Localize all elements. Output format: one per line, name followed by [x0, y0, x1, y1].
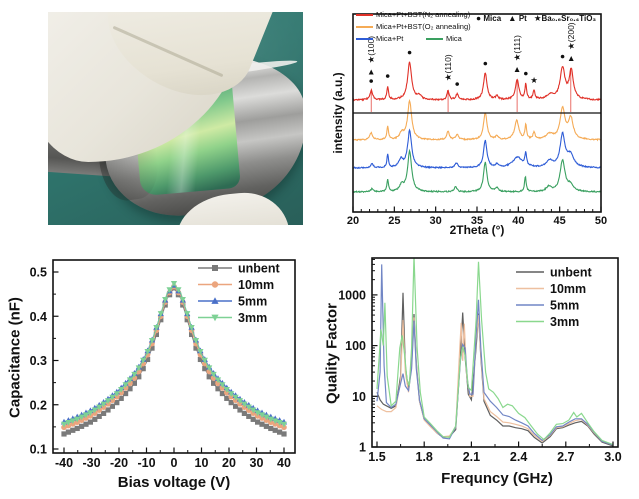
q-series-3mm	[376, 258, 614, 446]
tick-label: 30	[250, 456, 264, 470]
photo-flexible-film	[48, 12, 303, 225]
legend-swatch	[356, 25, 373, 29]
cv-y-axis-label: Capacitance (nF)	[6, 297, 24, 418]
tick-label: ★	[530, 75, 538, 85]
tick-label: 10	[195, 456, 209, 470]
tick-label: 0.2	[30, 398, 47, 412]
tick-label: ●	[523, 68, 528, 78]
cv-plot: -40 -30 -20 -10 0 10 20 30 40 0.1 0.2 0.3 0.4 0.5 unbe…	[30, 259, 296, 470]
symbol-key-item: ★Ba₀.₆Sr₀.₄TiO₃	[533, 13, 597, 23]
xrd-series-Mica+Pt+BST(O2 annealing)	[353, 98, 601, 142]
tick-label: 5mm	[238, 295, 267, 309]
tick-label: ●	[483, 58, 488, 68]
tick-label: 10mm	[550, 282, 586, 296]
tick-label: ★(110)	[443, 54, 453, 81]
tick-label: 3mm	[238, 311, 267, 325]
tick-label: ●	[407, 47, 412, 57]
tick-label: 30	[430, 215, 442, 227]
tick-label: 2.4	[510, 450, 527, 464]
symbol-key-label: Pt	[518, 14, 527, 23]
tick-label: ▲	[567, 53, 575, 63]
tick-label: 25	[388, 215, 400, 227]
tick-label: 0.3	[30, 354, 47, 368]
q-factor-chart: 1.5 1.8 2.1 2.4 2.7 3.0 1 10 100 1000 unbent 10mm 5m…	[320, 250, 639, 499]
xrd-y-axis-label: intensity (a.u.)	[331, 72, 345, 154]
tick-label: ★(111)	[512, 35, 522, 61]
q-x-axis-label: Frequncy (GHz)	[441, 470, 553, 487]
tick-label: 50	[595, 215, 607, 227]
xrd-series-Mica+Pt+BST(N2 annealing)	[353, 61, 601, 102]
tick-label: 2.7	[557, 450, 574, 464]
tick-label: 2.1	[463, 450, 480, 464]
tick-label: 1.8	[416, 450, 433, 464]
legend-label: Mica+Pt	[376, 34, 404, 43]
tick-label: unbent	[550, 266, 592, 280]
tick-label: -40	[55, 456, 73, 470]
xrd-legend-item: Mica+Pt	[356, 35, 403, 43]
tick-label: 1	[359, 441, 366, 455]
tick-label: 3.0	[604, 450, 621, 464]
legend-swatch	[426, 37, 443, 41]
xrd-legend-item: Mica+Pt+BST(O₂ annealing)	[356, 23, 471, 31]
q-y-axis-label: Quality Factor	[323, 303, 341, 404]
tick-label: 20	[347, 215, 359, 227]
tick-label: ▲	[367, 66, 375, 76]
symbol-key-label: Ba₀.₆Sr₀.₄TiO₃	[541, 14, 597, 23]
symbol-key-label: Mica	[483, 14, 502, 23]
xrd-symbol-key: ● Mica ▲ Pt ★Ba₀.₆Sr₀.₄TiO₃	[476, 13, 603, 24]
xrd-x-axis-label: 2Theta (°)	[449, 223, 505, 237]
xrd-legend: Mica+Pt+BST(N₂ annealing) Mica+Pt+BST(O₂ …	[330, 0, 639, 60]
legend-swatch	[356, 37, 373, 41]
legend-label: Mica+Pt+BST(N₂ annealing)	[376, 10, 471, 19]
tick-label: 40	[512, 215, 524, 227]
legend-label: Mica+Pt+BST(O₂ annealing)	[376, 22, 471, 31]
tick-label: 40	[277, 456, 291, 470]
legend-swatch	[356, 13, 373, 17]
tick-label: ★(200)	[566, 22, 576, 50]
tick-label: 1.5	[368, 450, 385, 464]
xrd-plot: 20 25 30 35 40 45 50●▲★(100)●●★(110)●●▲★(111)●…	[347, 13, 607, 227]
tick-label: -20	[110, 456, 128, 470]
tick-label: 3mm	[550, 315, 579, 329]
tick-label: 35	[471, 215, 483, 227]
tick-label: 10	[352, 390, 366, 404]
tick-label: 0	[171, 456, 178, 470]
xrd-legend-item: Mica	[426, 35, 462, 43]
tick-label: 100	[345, 339, 366, 353]
legend-label: Mica	[446, 34, 462, 43]
tick-label: 0.4	[30, 310, 47, 324]
tick-label: 0.1	[30, 443, 47, 457]
q-factor-plot: 1.5 1.8 2.1 2.4 2.7 3.0 1 10 100 1000 unbent 10mm 5m…	[338, 257, 622, 464]
tick-label: 5mm	[550, 299, 579, 313]
tick-label: ▲	[513, 64, 521, 74]
xrd-chart: 20 25 30 35 40 45 50 ● ▲ ★(100) ● ● ★(110) ● ● ▲ ★(111) ●…	[330, 0, 639, 245]
symbol-key-item: ▲ Pt	[508, 13, 527, 23]
xrd-series-Mica	[353, 148, 601, 194]
tick-label: 10mm	[238, 278, 274, 292]
cv-chart: -40 -30 -20 -10 0 10 20 30 40 0.1 0.2 0.3 0.4 0.5 unbe…	[0, 250, 320, 499]
symbol-key-item: ● Mica	[476, 13, 502, 23]
xrd-series-Mica+Pt	[353, 128, 601, 170]
tick-label: 45	[554, 215, 566, 227]
tick-label: ●	[455, 79, 460, 89]
tick-label: ●	[385, 71, 390, 81]
tick-label: -10	[137, 456, 155, 470]
tick-label: unbent	[238, 262, 280, 276]
tick-label: -30	[82, 456, 100, 470]
tick-label: 0.5	[30, 266, 47, 280]
cv-x-axis-label: Bias voltage (V)	[117, 474, 231, 491]
tick-label: ●	[369, 75, 374, 85]
xrd-legend-item: Mica+Pt+BST(N₂ annealing)	[356, 11, 470, 19]
tick-label: ●	[560, 51, 565, 61]
tick-label: ★(100)	[366, 36, 376, 64]
tick-label: 20	[222, 456, 236, 470]
tick-label: 1000	[338, 288, 366, 302]
